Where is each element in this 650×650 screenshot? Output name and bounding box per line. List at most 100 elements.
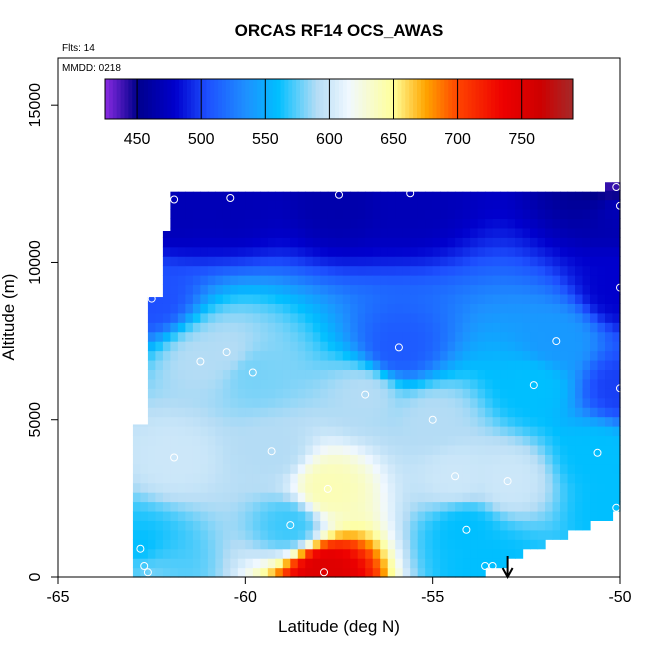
heatmap-cell — [477, 331, 486, 342]
heatmap-cell — [612, 293, 621, 304]
heatmap-cell — [545, 341, 554, 352]
heatmap-cell — [567, 407, 576, 418]
heatmap-cell — [447, 303, 456, 314]
heatmap-cell — [455, 510, 464, 521]
heatmap-cell — [425, 237, 434, 248]
heatmap-cell — [432, 312, 441, 323]
heatmap-cell — [560, 416, 569, 427]
heatmap-cell — [260, 218, 269, 229]
heatmap-cell — [470, 492, 479, 503]
heatmap-cell — [515, 529, 524, 540]
heatmap-cell — [290, 567, 299, 578]
heatmap-cell — [185, 256, 194, 267]
heatmap-cell — [237, 473, 246, 484]
heatmap-cell — [260, 208, 269, 220]
sample-point — [428, 415, 437, 424]
heatmap-cell — [530, 237, 539, 248]
colorbar-segment — [241, 79, 246, 119]
heatmap-cell — [260, 322, 269, 333]
heatmap-cell — [440, 359, 449, 370]
heatmap-cell — [477, 539, 486, 550]
heatmap-cell — [365, 293, 374, 304]
heatmap-cell — [372, 454, 381, 465]
heatmap-cell — [260, 539, 269, 550]
heatmap-cell — [522, 275, 531, 286]
heatmap-cell — [312, 501, 321, 512]
heatmap-cell — [372, 397, 381, 408]
heatmap-cell — [155, 520, 164, 531]
heatmap-cell — [222, 492, 231, 503]
heatmap-cell — [350, 435, 359, 446]
heatmap-cell — [372, 520, 381, 531]
heatmap-cell — [275, 284, 284, 295]
heatmap-cell — [425, 284, 434, 295]
heatmap-cell — [402, 191, 411, 201]
heatmap-cell — [417, 558, 426, 569]
heatmap-cell — [215, 492, 224, 503]
heatmap-cell — [140, 501, 149, 512]
heatmap-cell — [477, 435, 486, 446]
heatmap-cell — [192, 359, 201, 370]
heatmap-cell — [447, 520, 456, 531]
heatmap-cell — [245, 218, 254, 229]
heatmap-cell — [267, 397, 276, 408]
heatmap-cell — [582, 303, 591, 314]
heatmap-cell — [410, 548, 419, 559]
heatmap-cell — [312, 218, 321, 229]
heatmap-cell — [290, 275, 299, 286]
heatmap-cell — [567, 510, 576, 521]
heatmap-cell — [590, 284, 599, 295]
heatmap-cell — [365, 407, 374, 418]
heatmap-cell — [395, 350, 404, 361]
sample-point — [162, 195, 171, 204]
heatmap-cell — [275, 265, 284, 276]
heatmap-cell — [410, 558, 419, 569]
heatmap-cell — [147, 444, 157, 455]
heatmap-cell — [305, 275, 314, 286]
heatmap-cell — [380, 208, 389, 220]
heatmap-cell — [215, 407, 224, 418]
heatmap-cell — [582, 416, 591, 427]
heatmap-cell — [200, 501, 209, 512]
heatmap-cell — [470, 191, 479, 201]
heatmap-cell — [455, 208, 464, 220]
sample-point — [394, 343, 403, 352]
heatmap-cell — [387, 331, 396, 342]
heatmap-cell — [312, 284, 321, 295]
sample-point — [503, 477, 512, 486]
heatmap-cell — [455, 293, 464, 304]
heatmap-cell — [290, 191, 299, 201]
heatmap-cell — [455, 567, 464, 578]
heatmap-cell — [365, 529, 374, 540]
heatmap-cell — [507, 510, 516, 521]
heatmap-cell — [425, 359, 434, 370]
heatmap-cell — [432, 293, 441, 304]
heatmap-cell — [455, 227, 464, 238]
heatmap-cell — [477, 341, 486, 352]
heatmap-cell — [395, 473, 404, 484]
heatmap-cell — [545, 284, 554, 295]
heatmap-cell — [290, 246, 299, 257]
heatmap-cell — [417, 444, 426, 455]
heatmap-cell — [530, 435, 539, 446]
heatmap-cell — [342, 520, 351, 531]
heatmap-cell — [342, 510, 351, 521]
heatmap-cell — [417, 284, 426, 295]
heatmap-cell — [470, 284, 479, 295]
heatmap-cell — [492, 284, 501, 295]
heatmap-cell — [477, 369, 486, 380]
heatmap-cell — [492, 359, 501, 370]
heatmap-cell — [432, 218, 441, 229]
heatmap-cell — [387, 359, 396, 370]
heatmap-cell — [402, 492, 411, 503]
heatmap-cell — [410, 435, 419, 446]
heatmap-cell — [395, 191, 404, 201]
heatmap-cell — [447, 312, 456, 323]
heatmap-cell — [267, 520, 276, 531]
heatmap-cell — [237, 407, 246, 418]
heatmap-cell — [140, 463, 149, 474]
heatmap-cell — [537, 407, 546, 418]
heatmap-cell — [177, 388, 186, 399]
heatmap-cell — [417, 359, 426, 370]
heatmap-cell — [417, 350, 426, 361]
